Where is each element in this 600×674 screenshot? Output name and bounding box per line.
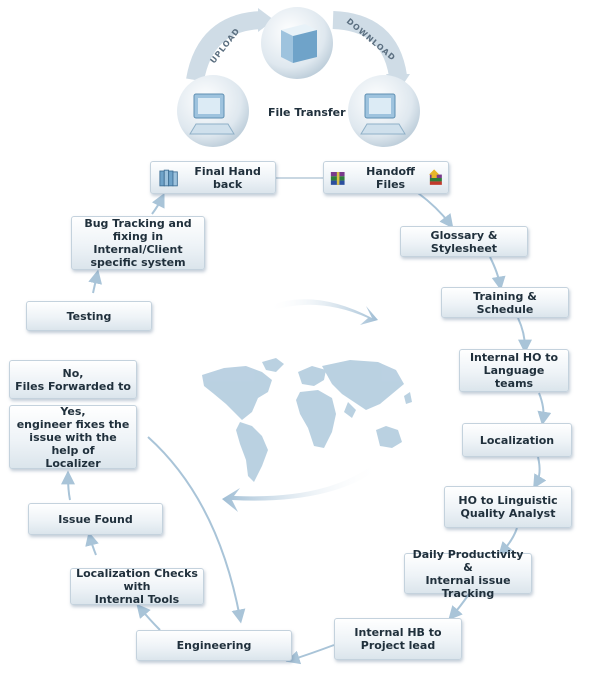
server-icon [261, 7, 333, 79]
archive-files-icon [428, 168, 442, 185]
swirl-arrow-top [268, 299, 378, 325]
engineer-fixes-box: Yes, engineer fixes the issue with the h… [9, 405, 137, 470]
globe-map-icon [202, 358, 412, 482]
bug-tracking-box: Bug Tracking and fixing in Internal/Clie… [71, 216, 205, 270]
ho-lqa-box: HO to Linguistic Quality Analyst [444, 486, 572, 528]
internal-hb-box: Internal HB to Project lead [334, 618, 462, 660]
computer-icon [348, 75, 420, 147]
localization-box: Localization [462, 423, 572, 457]
upload-arrow [186, 11, 263, 82]
swirl-arrow-bottom [222, 462, 380, 512]
final-hand-back-box: Final Hand back [150, 161, 276, 194]
localization-checks-box: Localization Checks with Internal Tools [70, 567, 204, 606]
internal-ho-box: Internal HO to Language teams [459, 349, 569, 392]
issue-found-box: Issue Found [28, 503, 163, 535]
books-icon [159, 169, 178, 186]
archive-files-icon [330, 171, 345, 185]
computer-icon [177, 75, 249, 147]
upload-arrowhead [258, 8, 274, 32]
file-transfer-label: File Transfer [268, 106, 346, 119]
engineering-box: Engineering [136, 630, 292, 661]
testing-box: Testing [26, 301, 152, 331]
files-forwarded-box: No, Files Forwarded to [9, 360, 137, 399]
handoff-files-box: Handoff Files [323, 161, 449, 194]
download-arrow [332, 11, 407, 78]
glossary-box: Glossary & Stylesheet [400, 226, 528, 257]
training-box: Training & Schedule [441, 287, 569, 318]
daily-productivity-box: Daily Productivity & Internal issue Trac… [404, 548, 532, 600]
